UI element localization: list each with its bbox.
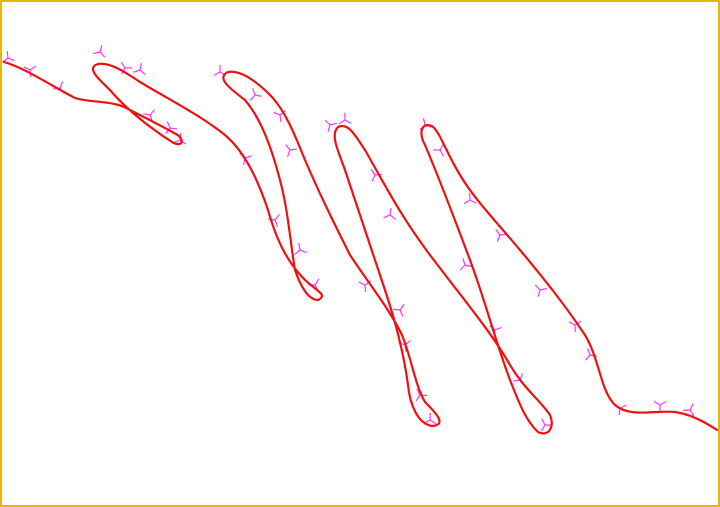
- arrow-marker: [541, 418, 546, 426]
- arrow-marker: [540, 424, 546, 432]
- arrow-marker: [294, 249, 301, 256]
- arrow-marker: [99, 51, 106, 58]
- outline-path: [2, 60, 718, 435]
- arrow-marker: [370, 168, 376, 176]
- arrow-marker: [139, 63, 143, 71]
- arrow-marker: [149, 109, 155, 116]
- arrow-marker: [459, 264, 466, 271]
- arrow-marker: [298, 243, 301, 251]
- arrow-marker: [364, 280, 372, 286]
- arrow-marker: [358, 281, 366, 286]
- arrow-marker: [496, 234, 501, 242]
- arrow-marker: [344, 119, 352, 124]
- arrow-marker: [324, 119, 331, 126]
- arrow-marker: [619, 404, 627, 409]
- arrow-marker: [143, 113, 151, 116]
- arrow-marker: [274, 214, 280, 221]
- arrow-marker: [415, 394, 421, 402]
- arrow-marker: [429, 419, 437, 425]
- arrow-marker: [653, 400, 661, 406]
- arrow-marker: [286, 149, 291, 157]
- arrow-marker: [213, 71, 221, 76]
- arrow-marker: [93, 51, 101, 55]
- arrow-marker: [689, 403, 694, 411]
- arrow-marker: [416, 388, 421, 396]
- arrow-marker: [463, 199, 471, 205]
- arrow-marker: [513, 379, 521, 382]
- arrow-marker: [7, 57, 15, 62]
- arrow-marker: [279, 114, 282, 123]
- arrow-marker: [389, 207, 392, 216]
- arrow-marker: [439, 149, 444, 157]
- arrow-marker: [6, 50, 9, 59]
- arrow-marker: [464, 264, 472, 268]
- arrow-marker: [314, 278, 320, 286]
- arrow-marker: [392, 308, 401, 311]
- arrow-marker: [422, 118, 426, 126]
- arrow-marker: [244, 155, 252, 159]
- arrow-marker: [389, 214, 396, 220]
- arrow-marker: [29, 65, 37, 71]
- arrow-marker: [99, 45, 103, 53]
- arrow-marker: [252, 88, 256, 96]
- arrow-marker: [274, 219, 279, 227]
- arrow-marker: [495, 229, 501, 236]
- arrow-marker: [166, 121, 171, 129]
- arrow-marker: [584, 354, 591, 361]
- arrow-marker: [338, 119, 346, 125]
- arrow-marker: [273, 111, 281, 116]
- arrow-marker: [539, 287, 547, 291]
- arrow-marker: [534, 284, 541, 291]
- arrow-marker: [383, 214, 391, 219]
- arrow-marker: [254, 94, 262, 97]
- arrow-marker: [587, 348, 591, 356]
- arrow-marker: [329, 122, 337, 126]
- arrow-marker: [537, 289, 541, 297]
- arrow-marker: [371, 174, 376, 182]
- arrow-marker: [285, 144, 291, 151]
- arrow-marker: [689, 409, 695, 417]
- arrow-marker: [139, 69, 146, 76]
- arrow-marker: [399, 304, 405, 311]
- arrow-marker: [289, 148, 298, 151]
- arrow-marker: [249, 94, 256, 101]
- arrow-marker: [494, 326, 502, 331]
- arrow-marker: [659, 401, 667, 406]
- arrow-marker: [23, 66, 31, 71]
- arrow-marker: [399, 309, 404, 317]
- arrow-marker: [299, 249, 307, 253]
- arrow-marker: [568, 321, 576, 326]
- arrow-marker: [327, 124, 331, 132]
- arrow-marker: [133, 69, 141, 73]
- arrow-marker: [120, 61, 126, 69]
- arrow-marker: [169, 127, 178, 130]
- arrow-marker: [469, 199, 477, 204]
- arrow-marker: [462, 258, 466, 266]
- arrow-marker: [59, 81, 64, 89]
